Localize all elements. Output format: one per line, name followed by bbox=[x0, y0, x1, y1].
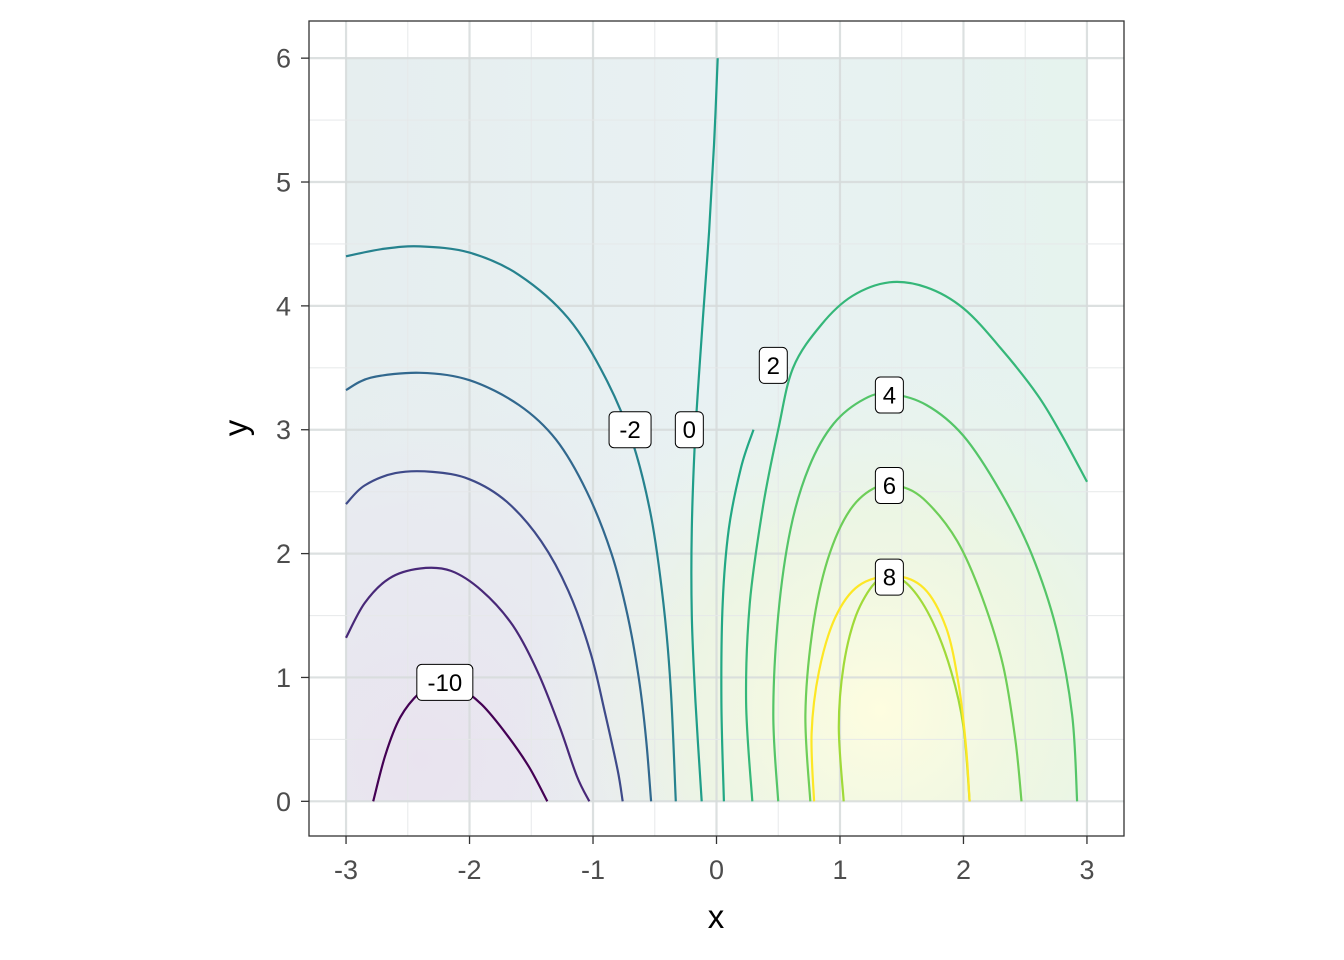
x-tick-label: -2 bbox=[458, 855, 482, 885]
y-tick-label: 2 bbox=[276, 539, 291, 569]
contour-label: -2 bbox=[608, 411, 652, 449]
y-axis-title: y bbox=[217, 419, 254, 436]
x-tick-label: -3 bbox=[334, 855, 358, 885]
contour-label-box bbox=[874, 466, 904, 504]
contour-label-text: -2 bbox=[619, 417, 640, 444]
contour-label-box bbox=[608, 411, 652, 449]
x-tick-label: 3 bbox=[1079, 855, 1094, 885]
x-axis-title: x bbox=[708, 898, 725, 935]
y-tick-label: 1 bbox=[276, 663, 291, 693]
contour-label-box bbox=[674, 411, 704, 449]
y-tick-label: 5 bbox=[276, 168, 291, 198]
x-tick-label: 1 bbox=[832, 855, 847, 885]
contour-label-box bbox=[874, 376, 904, 414]
contour-label: -10 bbox=[416, 663, 474, 701]
contour-label: 2 bbox=[758, 346, 788, 384]
contour-label-text: 6 bbox=[883, 473, 896, 500]
contour-label-text: 8 bbox=[883, 565, 896, 592]
contour-label-text: -10 bbox=[427, 670, 462, 697]
y-tick-label: 3 bbox=[276, 415, 291, 445]
x-tick-label: 0 bbox=[709, 855, 724, 885]
contour-label-text: 0 bbox=[683, 417, 696, 444]
contour-label-text: 2 bbox=[767, 353, 780, 380]
y-tick-label: 0 bbox=[276, 787, 291, 817]
contour-labels: -10 -2 0 2 4 6 8 bbox=[416, 346, 904, 701]
contour-label: 8 bbox=[874, 558, 904, 596]
contour-label-box bbox=[416, 663, 474, 701]
contour-label-box bbox=[874, 558, 904, 596]
contour-line bbox=[345, 470, 624, 802]
contour-label-text: 4 bbox=[883, 383, 896, 410]
contour-label-box bbox=[758, 346, 788, 384]
y-tick-label: 4 bbox=[276, 291, 291, 321]
contour-label: 6 bbox=[874, 466, 904, 504]
x-tick-label: 2 bbox=[956, 855, 971, 885]
contour-line bbox=[720, 429, 755, 802]
contour-label: 0 bbox=[674, 411, 704, 449]
contour-line bbox=[345, 245, 677, 802]
contour-line bbox=[345, 566, 591, 802]
contour-line bbox=[345, 371, 653, 802]
contour-line bbox=[744, 280, 1088, 802]
y-tick-label: 6 bbox=[276, 44, 291, 74]
x-tick-label: -1 bbox=[581, 855, 605, 885]
contour-label: 4 bbox=[874, 376, 904, 414]
